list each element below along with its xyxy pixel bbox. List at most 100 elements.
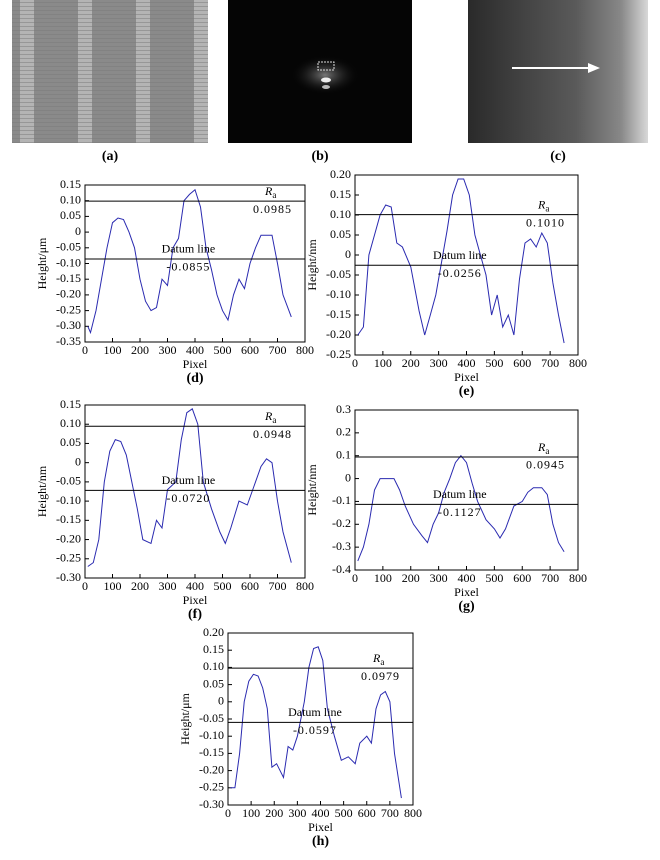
x-tick-label: 300 [159,579,177,593]
y-tick-label: 0.20 [203,625,224,639]
data-line [230,646,402,799]
ra-symbol: Ra [372,651,384,667]
panel-label: (a) [102,149,119,164]
x-tick-label: 300 [430,571,448,585]
x-tick-label: 600 [358,806,376,820]
y-tick-label: 0.10 [60,416,81,430]
y-tick-label: -0.35 [56,334,81,348]
x-axis-label: Pixel [183,357,208,371]
x-tick-label: 800 [404,806,422,820]
y-tick-label: 0.15 [203,642,224,656]
ra-symbol-main: R [537,197,546,211]
y-tick-label: -0.25 [56,551,81,565]
datum-label: Datum line [162,473,216,487]
x-tick-label: 100 [104,343,122,357]
x-tick-label: 0 [82,343,88,357]
y-tick-label: 0.10 [203,659,224,673]
y-tick-label: 0 [345,470,351,484]
x-tick-label: 400 [458,356,476,370]
x-tick-label: 200 [265,806,283,820]
x-tick-label: 500 [485,356,503,370]
y-tick-label: -0.25 [199,780,224,794]
ra-value: 0.0945 [526,458,565,472]
y-tick-label: -0.05 [326,267,351,281]
ra-symbol-sub: a [272,190,276,200]
y-tick-label: 0.2 [336,425,351,439]
x-tick-label: 700 [269,579,287,593]
y-tick-label: -0.10 [56,493,81,507]
ra-symbol-main: R [372,651,381,665]
selection-box [317,61,335,71]
data-line [87,188,292,335]
panel-label: (f) [188,607,202,622]
x-tick-label: 800 [569,356,587,370]
y-tick-label: -0.05 [199,711,224,725]
panel-label: (e) [459,384,475,399]
data-line [357,178,565,344]
x-tick-label: 600 [241,343,259,357]
y-tick-label: 0.20 [330,167,351,181]
y-tick-label: -0.15 [199,745,224,759]
y-tick-label: -0.2 [332,516,351,530]
y-tick-label: -0.4 [332,562,351,576]
datum-value: -0.1127 [438,505,482,519]
x-tick-label: 800 [569,571,587,585]
y-tick-label: -0.30 [56,570,81,584]
x-tick-label: 500 [485,571,503,585]
x-tick-label: 700 [381,806,399,820]
x-tick-label: 300 [288,806,306,820]
y-tick-label: -0.3 [332,539,351,553]
y-tick-label: 0 [345,247,351,261]
x-tick-label: 200 [131,343,149,357]
x-tick-label: 300 [430,356,448,370]
y-tick-label: 0.10 [60,192,81,206]
spectrum-glow [290,55,360,95]
y-tick-label: 0.05 [203,676,224,690]
y-tick-label: -0.10 [56,255,81,269]
y-tick-label: 0.15 [330,187,351,201]
x-axis-label: Pixel [454,585,479,599]
image-a [12,0,208,143]
ra-value: 0.0985 [253,202,292,216]
x-tick-label: 300 [159,343,177,357]
y-tick-label: 0.3 [336,402,351,416]
y-tick-label: 0.15 [60,397,81,411]
x-axis-label: Pixel [454,370,479,384]
ra-symbol-sub: a [272,415,276,425]
x-tick-label: 700 [541,356,559,370]
y-tick-label: 0.05 [330,227,351,241]
y-axis-label: Height/nm [305,464,319,516]
y-tick-label: -0.15 [326,307,351,321]
spot [322,85,330,89]
x-tick-label: 500 [214,343,232,357]
x-tick-label: 200 [402,571,420,585]
panel-label: (d) [186,371,203,386]
ra-symbol-main: R [537,440,546,454]
x-tick-label: 400 [186,579,204,593]
y-tick-label: 0 [218,694,224,708]
x-axis-label: Pixel [183,593,208,607]
panel-label: (g) [458,599,475,614]
x-tick-label: 500 [335,806,353,820]
ra-symbol-sub: a [380,657,384,667]
x-tick-label: 100 [374,571,392,585]
y-tick-label: -0.15 [56,512,81,526]
x-tick-label: 600 [513,571,531,585]
datum-value: -0.0855 [166,260,210,274]
x-tick-label: 600 [513,356,531,370]
x-tick-label: 800 [296,343,314,357]
x-tick-label: 200 [131,579,149,593]
ra-value: 0.0948 [253,427,292,441]
y-axis-label: Height/μm [35,237,49,289]
y-tick-label: -0.20 [199,762,224,776]
panel-label: (c) [550,149,566,164]
y-tick-label: 0 [75,224,81,238]
y-tick-label: 0.10 [330,207,351,221]
data-line [357,454,565,562]
datum-label: Datum line [433,487,487,501]
x-tick-label: 100 [104,579,122,593]
ra-symbol-main: R [264,184,273,198]
y-axis-label: Height/nm [305,239,319,291]
y-tick-label: -0.15 [56,271,81,285]
y-tick-label: -0.1 [332,493,351,507]
